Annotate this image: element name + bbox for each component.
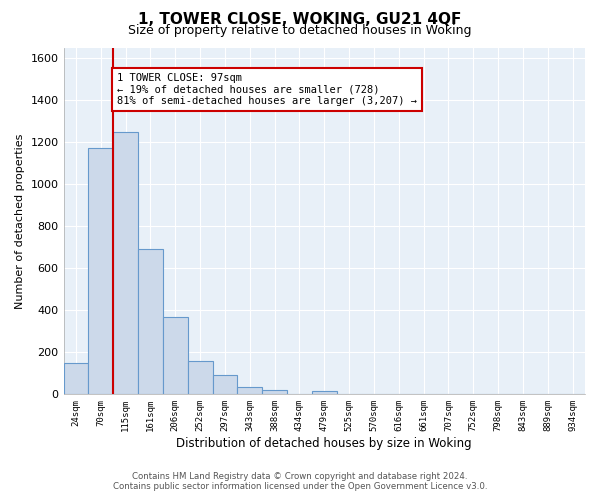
- Y-axis label: Number of detached properties: Number of detached properties: [15, 133, 25, 308]
- Text: 1, TOWER CLOSE, WOKING, GU21 4QF: 1, TOWER CLOSE, WOKING, GU21 4QF: [139, 12, 461, 28]
- X-axis label: Distribution of detached houses by size in Woking: Distribution of detached houses by size …: [176, 437, 472, 450]
- Text: 1 TOWER CLOSE: 97sqm
← 19% of detached houses are smaller (728)
81% of semi-deta: 1 TOWER CLOSE: 97sqm ← 19% of detached h…: [117, 72, 417, 106]
- Bar: [64, 363, 88, 394]
- Bar: [138, 250, 163, 394]
- Bar: [113, 132, 138, 394]
- Text: Contains HM Land Registry data © Crown copyright and database right 2024.
Contai: Contains HM Land Registry data © Crown c…: [113, 472, 487, 491]
- Bar: [163, 316, 188, 394]
- Bar: [88, 148, 113, 394]
- Bar: [212, 376, 238, 394]
- Bar: [238, 387, 262, 394]
- Bar: [262, 390, 287, 394]
- Bar: [188, 360, 212, 394]
- Bar: [312, 391, 337, 394]
- Text: Size of property relative to detached houses in Woking: Size of property relative to detached ho…: [128, 24, 472, 37]
